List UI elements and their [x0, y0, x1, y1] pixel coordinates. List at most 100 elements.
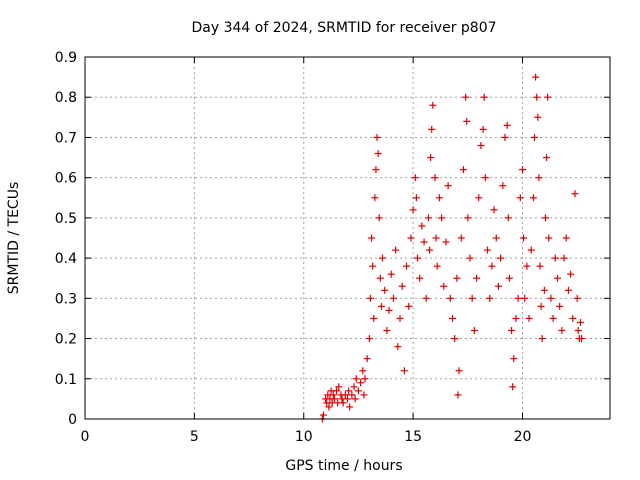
data-point [457, 234, 465, 242]
data-point [463, 117, 471, 125]
data-point [569, 314, 577, 322]
data-point [350, 383, 358, 391]
data-point [431, 174, 439, 182]
data-point [525, 314, 533, 322]
data-point [354, 387, 362, 395]
data-point [479, 125, 487, 133]
data-point [490, 206, 498, 214]
data-point [376, 274, 384, 282]
data-point [516, 194, 524, 202]
data-point [534, 113, 542, 121]
data-point [420, 238, 428, 246]
data-point [371, 194, 379, 202]
data-point [400, 367, 408, 375]
data-point [442, 238, 450, 246]
data-point [319, 411, 327, 419]
data-point [345, 387, 353, 395]
data-point [446, 294, 454, 302]
data-point [494, 282, 502, 290]
data-point [407, 234, 415, 242]
data-point [468, 294, 476, 302]
data-point [357, 379, 365, 387]
data-point [379, 254, 386, 262]
data-point [351, 395, 359, 403]
y-tick-label: 0.5 [55, 211, 77, 227]
plot-frame [84, 56, 611, 420]
y-axis-label: SRMTID / TECUs [6, 182, 22, 295]
data-point [432, 234, 440, 242]
x-tick-label: 20 [514, 429, 532, 445]
y-tick-label: 0.4 [55, 251, 77, 267]
data-point [341, 391, 349, 399]
data-point [360, 391, 368, 399]
data-point [429, 101, 437, 109]
data-point [564, 286, 572, 294]
data-point [578, 335, 586, 343]
data-point [558, 327, 566, 335]
data-point [533, 93, 541, 101]
data-point [394, 343, 402, 351]
data-point [366, 294, 374, 302]
data-point [427, 154, 435, 162]
x-axis-label: GPS time / hours [285, 458, 402, 474]
data-point [385, 306, 393, 314]
data-point [455, 367, 463, 375]
data-point [551, 254, 559, 262]
data-point [374, 150, 382, 158]
data-point [486, 294, 494, 302]
data-point [359, 367, 367, 375]
data-point [392, 246, 400, 254]
data-point [398, 282, 406, 290]
data-point [335, 383, 343, 391]
data-point [521, 294, 529, 302]
data-point [519, 166, 526, 174]
data-point [554, 274, 561, 282]
data-point [422, 294, 430, 302]
data-point [503, 121, 511, 129]
data-point [488, 262, 496, 270]
data-point [424, 214, 432, 222]
data-point [368, 234, 376, 242]
y-tick-label: 0.2 [55, 332, 77, 348]
y-tick-label: 0 [68, 412, 77, 428]
data-point [363, 355, 371, 363]
data-points [318, 73, 586, 423]
data-point [339, 399, 347, 407]
data-point [531, 133, 539, 141]
data-point [545, 234, 553, 242]
data-point [444, 182, 452, 190]
data-point [573, 294, 581, 302]
data-point [373, 133, 381, 141]
data-point [536, 262, 544, 270]
data-point [514, 294, 522, 302]
data-point [549, 314, 557, 322]
data-point [508, 327, 516, 335]
data-point [473, 274, 481, 282]
data-point [520, 234, 528, 242]
data-point [562, 234, 570, 242]
data-point [571, 190, 579, 198]
data-point [567, 270, 575, 278]
data-point [497, 254, 505, 262]
data-point [409, 206, 417, 214]
data-point [538, 335, 546, 343]
data-point [470, 327, 478, 335]
x-tick-label: 10 [295, 429, 313, 445]
data-point [544, 93, 552, 101]
data-point [543, 154, 551, 162]
data-point [537, 302, 545, 310]
data-point [370, 314, 378, 322]
data-point [375, 214, 383, 222]
data-point [462, 93, 470, 101]
data-point [540, 286, 548, 294]
data-point [416, 274, 424, 282]
data-point [438, 214, 446, 222]
data-point [414, 254, 421, 262]
data-point [492, 234, 500, 242]
data-point [509, 383, 517, 391]
data-point [466, 254, 474, 262]
data-point [433, 262, 441, 270]
y-tick-label: 0.1 [55, 372, 77, 388]
y-tick-label: 0.8 [55, 90, 77, 106]
data-point [344, 395, 351, 403]
